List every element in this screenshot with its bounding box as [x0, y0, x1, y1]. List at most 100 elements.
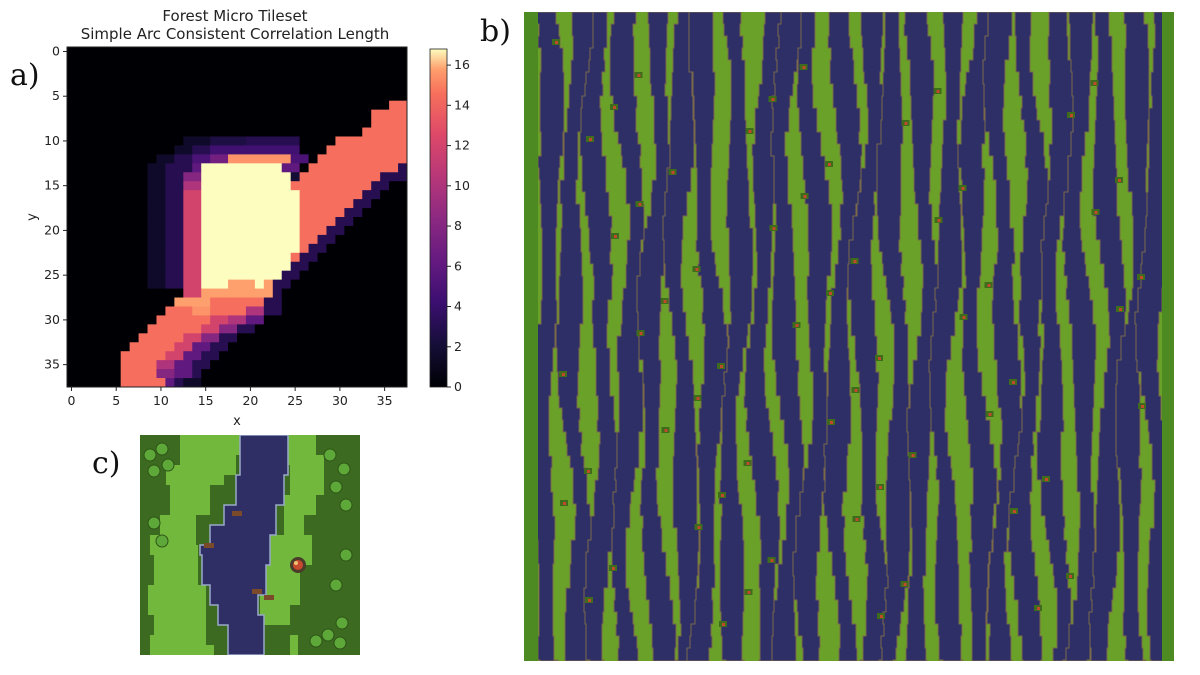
heatmap-cell-run	[138, 333, 184, 343]
bush-icon	[744, 589, 753, 595]
heatmap-cell-run	[120, 378, 166, 388]
heatmap-cell-run	[237, 333, 408, 343]
tree-clusters	[143, 442, 353, 650]
heatmap-cell-run	[183, 252, 202, 263]
bush-icon	[933, 88, 942, 94]
heatmap-cell-run	[299, 225, 327, 236]
tree-icon	[161, 458, 175, 472]
bush-icon	[769, 225, 778, 231]
tree-icon	[335, 616, 349, 630]
heatmap-cell-run	[299, 136, 336, 146]
heatmap-cell-run	[147, 279, 166, 289]
heatmap-cell-run	[299, 145, 327, 155]
heatmap-cell-run	[228, 315, 247, 325]
heatmap-cell-run	[299, 163, 309, 173]
water-stripe	[957, 12, 998, 661]
bush-icon	[800, 193, 809, 199]
heatmap-cell-run	[254, 324, 408, 334]
tree-icon	[333, 636, 347, 650]
heatmap-cell-run	[174, 369, 193, 379]
bush-icon	[825, 161, 833, 167]
tree-icon	[339, 548, 353, 562]
x-tick-label: 10	[153, 393, 169, 408]
panel-label-c: c)	[92, 446, 121, 481]
water-stripe	[903, 12, 942, 661]
heatmap-cell-run	[67, 136, 184, 146]
heatmap-cell-run	[344, 225, 408, 236]
bush-icon	[1042, 476, 1050, 482]
heatmap-cell-run	[201, 369, 408, 379]
heatmap-cell-run	[174, 297, 211, 307]
heatmap-cell-run	[290, 252, 301, 263]
heatmap-cell-run	[165, 190, 184, 200]
heatmap-cell-run	[201, 234, 301, 245]
bush-icon	[719, 621, 727, 627]
bush-icon	[635, 201, 644, 207]
bush-icon	[636, 330, 645, 336]
heatmap-cell-run	[120, 351, 166, 361]
colorbar-tick-label: 10	[454, 178, 470, 193]
heatmap-cell-run	[317, 252, 408, 263]
tree-icon	[337, 462, 351, 476]
y-tick-label: 0	[52, 43, 60, 58]
heatmap-cell-run	[210, 342, 229, 352]
grass-area-left	[148, 435, 240, 655]
heatmap-cell-run	[174, 378, 184, 388]
heatmap-cell-run	[210, 154, 229, 164]
tree-icon	[323, 448, 337, 462]
heatmap-cell-run	[371, 118, 408, 128]
heatmap-chart: 0 5 10 15 20 25 30 35 0 5 10 15 20 25 30 35 x y 0 2 4 6 8 1…	[25, 43, 470, 429]
bush-icon	[1066, 573, 1074, 579]
heatmap-cell-run	[335, 234, 408, 245]
heatmap-cell-run	[362, 190, 381, 200]
bush-icon	[634, 72, 643, 78]
bush-icon	[585, 597, 593, 603]
tree-icon	[339, 498, 353, 512]
heatmap-cell-run	[183, 378, 202, 388]
heatmap-cell-run	[228, 154, 292, 164]
heatmap-cell-run	[147, 324, 202, 334]
bush-icon	[901, 120, 910, 126]
heatmap-cell-run	[201, 288, 274, 298]
water-stripe	[555, 12, 595, 661]
heatmap-cell-run	[67, 181, 148, 191]
heatmap-cell-run	[201, 351, 220, 361]
heatmap-cell-run	[308, 243, 327, 254]
bush-icon	[660, 298, 669, 304]
heatmap-cell-run	[290, 172, 301, 182]
heatmap-cell-run	[299, 199, 354, 209]
heatmap-cell-run	[290, 279, 408, 289]
heatmap-cell-run	[183, 181, 202, 191]
heatmap-cell-run	[201, 252, 292, 263]
heatmap-cell-run	[165, 181, 184, 191]
heatmap-cell-run	[67, 208, 148, 218]
map-border-strip	[1162, 12, 1174, 661]
x-tick-label: 35	[377, 393, 393, 408]
bush-icon	[984, 282, 993, 288]
heatmap-cell-run	[192, 163, 202, 173]
x-tick-label: 30	[332, 393, 348, 408]
colorbar-tick-label: 0	[454, 379, 462, 394]
heatmap-cell-run	[67, 306, 166, 316]
chart-title: Forest Micro Tileset	[162, 7, 308, 25]
heatmap-cell-run	[281, 306, 408, 316]
heatmap-cell-run	[219, 324, 238, 334]
heatmap-cell-run	[371, 199, 408, 209]
bush-icon	[900, 581, 909, 587]
panel-label-b: b)	[480, 14, 511, 49]
heatmap-cell-run	[335, 136, 408, 146]
bush-icon	[1115, 177, 1123, 183]
water-stripe	[1061, 12, 1098, 661]
bush-icon	[768, 96, 777, 102]
heatmap-cell-run	[344, 208, 363, 218]
heatmap-cell-run	[67, 234, 148, 245]
bush-icon	[908, 452, 917, 458]
heatmap-cell-run	[147, 270, 166, 281]
bush-icon	[609, 565, 617, 571]
bush-icon	[985, 411, 994, 417]
heatmap-cell-run	[210, 315, 229, 325]
heatmap-cell-run	[183, 199, 202, 209]
heatmap-cell-run	[210, 297, 265, 307]
map-border-strip	[524, 12, 538, 661]
x-axis-ticks: 0 5 10 15 20 25 30 35	[67, 387, 393, 408]
